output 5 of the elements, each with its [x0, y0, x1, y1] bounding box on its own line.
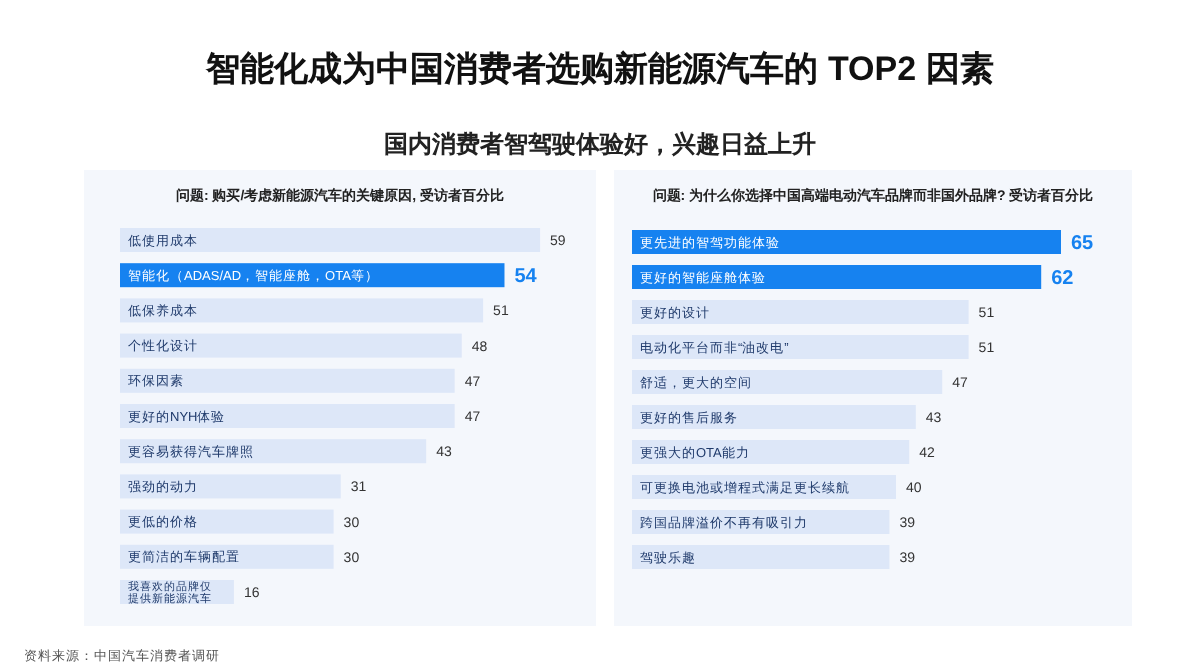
text: 国内消费者智驾驶体验好，兴趣日益上升: [384, 130, 816, 158]
data-label: 54: [514, 266, 538, 289]
data-label: 62: [1051, 268, 1075, 290]
data-label: 65: [1071, 233, 1095, 255]
text: 智能化成为中国消费者选购新能源汽车的 TOP2 因素: [204, 50, 994, 88]
